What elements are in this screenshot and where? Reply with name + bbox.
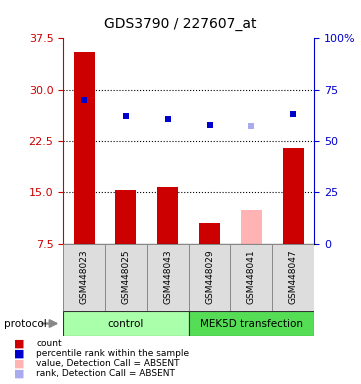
Text: ■: ■ [14, 359, 25, 369]
Bar [230, 244, 272, 311]
Bar [283, 148, 304, 244]
Text: GSM448029: GSM448029 [205, 249, 214, 304]
Text: GSM448041: GSM448041 [247, 249, 256, 304]
Bar [63, 244, 105, 311]
Text: rank, Detection Call = ABSENT: rank, Detection Call = ABSENT [36, 369, 175, 378]
Text: MEK5D transfection: MEK5D transfection [200, 318, 303, 329]
Text: ■: ■ [14, 339, 25, 349]
Text: GSM448047: GSM448047 [289, 249, 298, 304]
Text: value, Detection Call = ABSENT: value, Detection Call = ABSENT [36, 359, 180, 368]
Bar [188, 244, 230, 311]
Bar [199, 223, 220, 244]
Text: ■: ■ [14, 349, 25, 359]
Text: control: control [108, 318, 144, 329]
Text: percentile rank within the sample: percentile rank within the sample [36, 349, 189, 358]
Bar [147, 244, 188, 311]
Bar [157, 187, 178, 244]
Text: GSM448023: GSM448023 [79, 249, 88, 304]
Bar [116, 190, 136, 244]
Text: protocol: protocol [4, 318, 46, 329]
Bar [74, 52, 95, 244]
Text: GSM448025: GSM448025 [121, 249, 130, 304]
Text: GDS3790 / 227607_at: GDS3790 / 227607_at [104, 17, 257, 31]
Text: GSM448043: GSM448043 [163, 249, 172, 304]
Bar [188, 311, 314, 336]
Bar [272, 244, 314, 311]
Bar [63, 311, 188, 336]
Text: ■: ■ [14, 369, 25, 379]
Bar [105, 244, 147, 311]
Bar [241, 210, 262, 244]
Text: count: count [36, 339, 62, 348]
